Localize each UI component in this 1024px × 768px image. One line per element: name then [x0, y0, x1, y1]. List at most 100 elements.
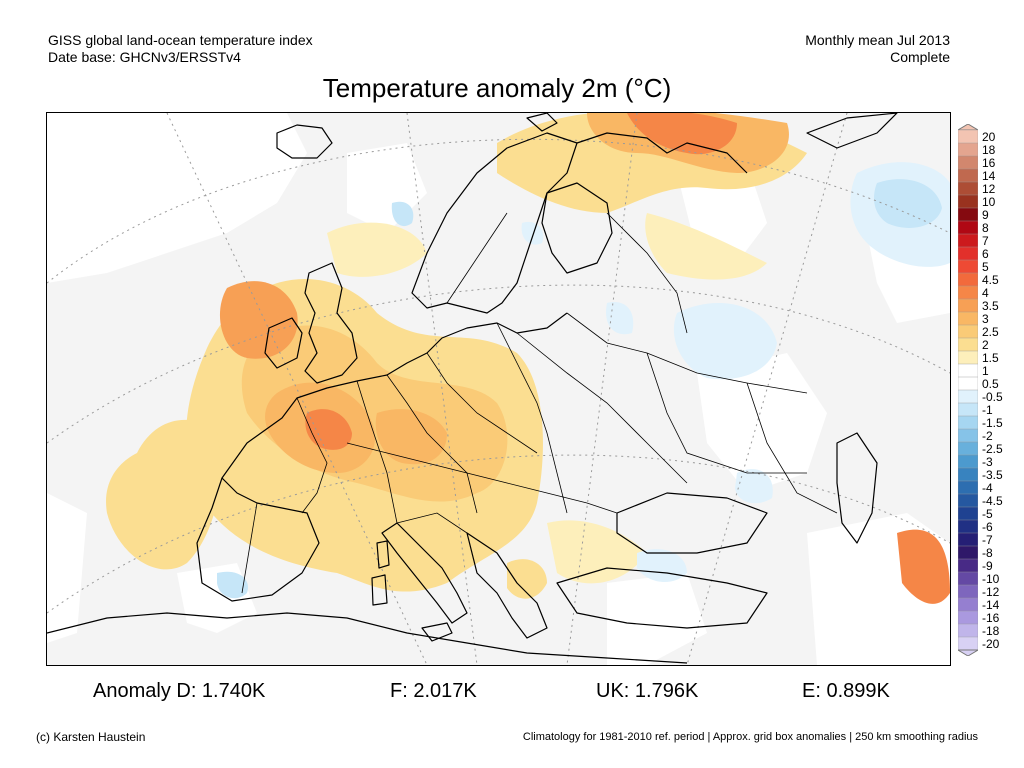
colorbar-tick-label: -4.5 — [982, 493, 1003, 508]
colorbar — [958, 124, 978, 656]
colorbar-swatch — [958, 142, 978, 157]
colorbar-swatch — [958, 285, 978, 300]
colorbar-swatch — [958, 168, 978, 183]
colorbar-tick-label: -0.5 — [982, 389, 1003, 404]
colorbar-swatch — [958, 272, 978, 287]
colorbar-bottom-arrow — [958, 649, 978, 656]
colorbar-tick-label: -16 — [982, 610, 1000, 625]
colorbar-swatch — [958, 454, 978, 469]
colorbar-tick-label: 4.5 — [982, 272, 999, 287]
colorbar-swatch — [958, 623, 978, 638]
header-right: Monthly mean Jul 2013 Complete — [805, 32, 950, 66]
colorbar-tick-label: -9 — [982, 558, 993, 573]
colorbar-tick-label: 12 — [982, 181, 996, 196]
anomaly-d: Anomaly D: 1.740K — [93, 680, 266, 702]
colorbar-tick-label: -7 — [982, 532, 993, 547]
anomaly-uk: UK: 1.796K — [596, 680, 699, 702]
colorbar-tick-label: 1 — [982, 363, 989, 378]
colorbar-swatch — [958, 402, 978, 417]
colorbar-tick-label: -6 — [982, 519, 993, 534]
index-name: GISS global land-ocean temperature index — [48, 32, 313, 48]
colorbar-swatch — [958, 155, 978, 170]
map-canvas — [47, 113, 950, 665]
colorbar-swatch — [958, 376, 978, 391]
colorbar-tick-label: 3.5 — [982, 298, 999, 313]
anomaly-map — [46, 112, 951, 666]
graticule — [47, 113, 950, 665]
country-borders — [241, 212, 838, 594]
colorbar-tick-label: -12 — [982, 584, 1000, 599]
colorbar-swatch — [958, 584, 978, 599]
colorbar-tick-label: -20 — [982, 636, 1000, 651]
anomaly-e: E: 0.899K — [802, 680, 890, 702]
anomaly-f: F: 2.017K — [390, 680, 477, 702]
colorbar-swatch — [958, 220, 978, 235]
colorbar-tick-label: 8 — [982, 220, 989, 235]
data-base: Date base: GHCNv3/ERSSTv4 — [48, 49, 241, 65]
colorbar-top-arrow — [958, 124, 978, 131]
colorbar-swatch — [958, 571, 978, 586]
colorbar-swatch — [958, 558, 978, 573]
colorbar-swatch — [958, 389, 978, 404]
colorbar-swatch — [958, 324, 978, 339]
colorbar-swatch — [958, 181, 978, 196]
colorbar-swatch — [958, 636, 978, 651]
colorbar-tick-label: 10 — [982, 194, 996, 209]
colorbar-swatch — [958, 480, 978, 495]
colorbar-swatch — [958, 350, 978, 365]
colorbar-swatch — [958, 415, 978, 430]
colorbar-tick-label: -10 — [982, 571, 1000, 586]
colorbar-tick-label: 1.5 — [982, 350, 999, 365]
colorbar-tick-label: -1 — [982, 402, 993, 417]
colorbar-swatch — [958, 467, 978, 482]
colorbar-swatch — [958, 207, 978, 222]
colorbar-tick-label: 14 — [982, 168, 996, 183]
map-title: Temperature anomaly 2m (°C) — [322, 73, 672, 103]
colorbar-swatch — [958, 194, 978, 209]
colorbar-tick-label: -2 — [982, 428, 993, 443]
colorbar-swatch — [958, 506, 978, 521]
colorbar-tick-label: 2 — [982, 337, 989, 352]
colorbar-swatch — [958, 129, 978, 144]
colorbar-tick-label: 5 — [982, 259, 989, 274]
colorbar-swatch — [958, 246, 978, 261]
colorbar-swatch — [958, 519, 978, 534]
colorbar-swatch — [958, 337, 978, 352]
colorbar-swatch — [958, 311, 978, 326]
colorbar-tick-label: 18 — [982, 142, 996, 157]
colorbar-tick-label: -14 — [982, 597, 1000, 612]
colorbar-swatch — [958, 428, 978, 443]
colorbar-tick-label: -3 — [982, 454, 993, 469]
colorbar-swatch — [958, 597, 978, 612]
colorbar-swatch — [958, 610, 978, 625]
colorbar-tick-label: -5 — [982, 506, 993, 521]
colorbar-swatch — [958, 441, 978, 456]
colorbar-tick-label: 20 — [982, 129, 996, 144]
climatology-note: Climatology for 1981-2010 ref. period | … — [522, 731, 978, 743]
colorbar-swatch — [958, 298, 978, 313]
regional-anomalies: Anomaly D: 1.740K F: 2.017K UK: 1.796K E… — [0, 680, 1024, 706]
coastlines — [47, 113, 898, 664]
colorbar-tick-label: 4 — [982, 285, 989, 300]
colorbar-tick-label: 0.5 — [982, 376, 999, 391]
colorbar-swatch — [958, 493, 978, 508]
colorbar-tick-label: -8 — [982, 545, 993, 560]
colorbar-tick-label: 16 — [982, 155, 996, 170]
colorbar-tick-label: -3.5 — [982, 467, 1003, 482]
colorbar-tick-label: -2.5 — [982, 441, 1003, 456]
colorbar-swatch — [958, 363, 978, 378]
copyright: (c) Karsten Haustein — [36, 730, 146, 744]
colorbar-swatch — [958, 233, 978, 248]
colorbar-svg — [958, 124, 978, 656]
colorbar-tick-label: 6 — [982, 246, 989, 261]
cool-anomaly-fields — [217, 162, 950, 599]
colorbar-tick-label: -4 — [982, 480, 993, 495]
colorbar-tick-label: -1.5 — [982, 415, 1003, 430]
header-left: GISS global land-ocean temperature index… — [48, 32, 313, 66]
colorbar-tick-label: 7 — [982, 233, 989, 248]
colorbar-tick-label: 9 — [982, 207, 989, 222]
period-label: Monthly mean Jul 2013 — [805, 32, 950, 48]
colorbar-swatch — [958, 259, 978, 274]
colorbar-swatch — [958, 532, 978, 547]
colorbar-tick-label: 2.5 — [982, 324, 999, 339]
